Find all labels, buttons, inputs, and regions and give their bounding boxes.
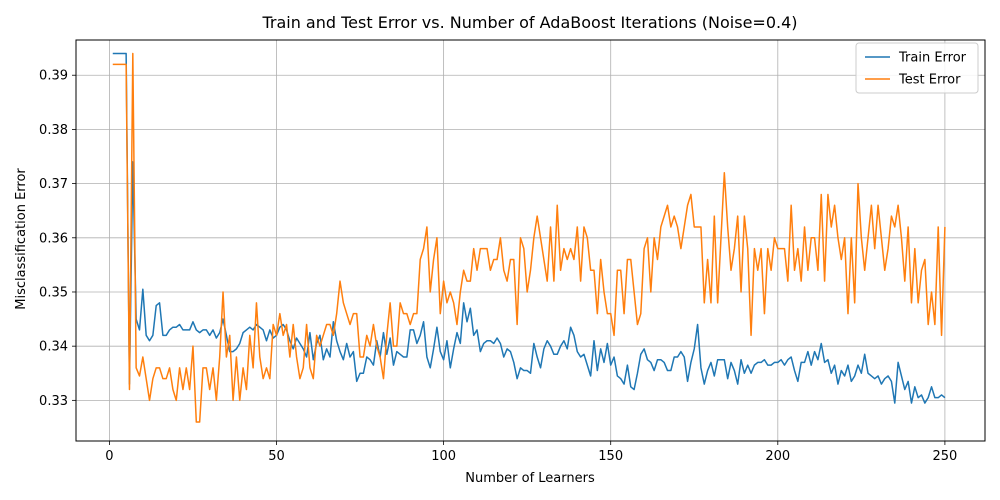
legend-box	[855, 42, 979, 94]
x-tick-label: 100	[431, 449, 456, 464]
y-tick-label: 0.35	[39, 285, 68, 300]
y-tick-label: 0.33	[39, 394, 68, 409]
series-line-test-error	[112, 52, 946, 423]
x-tick-label: 0	[105, 449, 113, 464]
series-layer	[112, 52, 946, 423]
x-tick-label: 150	[598, 449, 623, 464]
y-tick-label: 0.34	[39, 340, 68, 355]
series-line-train-error	[112, 52, 946, 404]
plot-frame	[75, 39, 986, 442]
y-tick-label: 0.39	[39, 69, 68, 84]
legend: Train Error Test Error	[855, 42, 979, 94]
x-axis: 0 50 100 150 200 250	[105, 441, 957, 464]
y-axis-label: Misclassification Error	[14, 168, 29, 310]
x-tick-label: 50	[268, 449, 285, 464]
y-tick-label: 0.37	[39, 177, 68, 192]
x-tick-label: 250	[932, 449, 957, 464]
y-axis: 0.33 0.34 0.35 0.36 0.37 0.38 0.39	[39, 69, 76, 409]
legend-label-test-error: Test Error	[898, 73, 961, 88]
y-tick-label: 0.36	[39, 231, 68, 246]
x-axis-label: Number of Learners	[465, 471, 595, 486]
legend-label-train-error: Train Error	[898, 51, 967, 66]
chart-title: Train and Test Error vs. Number of AdaBo…	[261, 13, 797, 32]
y-tick-label: 0.38	[39, 123, 68, 138]
x-tick-label: 200	[765, 449, 790, 464]
